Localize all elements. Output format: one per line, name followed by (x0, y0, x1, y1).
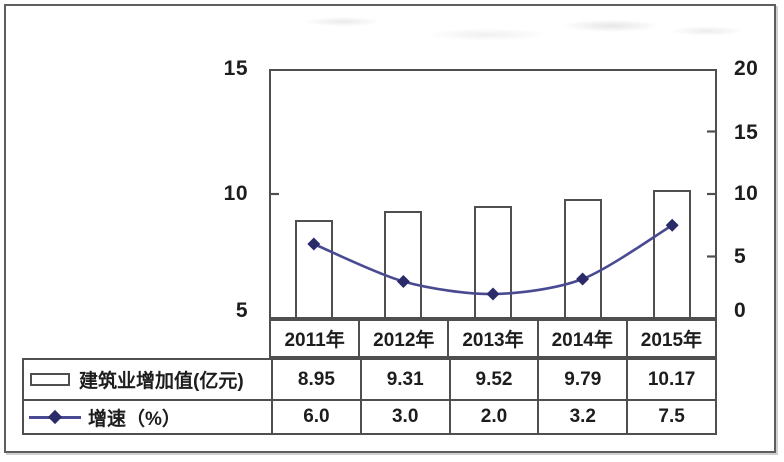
right-axis-tick-label: 0 (734, 299, 747, 322)
bar-2011年 (294, 220, 333, 319)
value-cell: 9.79 (537, 360, 626, 399)
year-cell: 2014年 (536, 321, 626, 356)
year-header-row: 2011年 2012年 2013年 2014年 2015年 (269, 319, 717, 358)
year-cell: 2011年 (284, 330, 345, 351)
bar-2014年 (563, 199, 602, 319)
bar-2015年 (653, 189, 692, 319)
left-axis-tick-label: 15 (223, 57, 248, 80)
value-cell: 3.2 (537, 401, 626, 433)
right-axis-tick-label: 20 (734, 57, 759, 80)
bar-swatch-icon (30, 373, 70, 386)
right-axis-tick-label: 10 (734, 182, 759, 205)
line-marker-icon (307, 237, 321, 251)
right-axis-tick-label: 15 (734, 120, 759, 144)
legend-label: 建筑业增加值(亿元) (79, 371, 244, 392)
left-axis-tick-label: 10 (223, 182, 248, 205)
growth-line-layer (271, 130, 715, 301)
year-cell: 2012年 (358, 321, 447, 356)
line-marker-icon (486, 287, 500, 301)
outer-frame (4, 4, 776, 453)
legend-cell: 建筑业增加值(亿元) (24, 360, 271, 399)
table-row: 建筑业增加值(亿元) 8.95 9.31 9.52 9.79 10.17 (24, 360, 715, 399)
value-cell: 9.52 (448, 360, 538, 399)
value-cell: 2.0 (448, 401, 538, 433)
line-marker-icon (665, 218, 679, 232)
legend-label: 增速（%） (88, 408, 181, 430)
value-cell: 10.17 (626, 360, 715, 399)
value-cell: 7.5 (626, 401, 715, 433)
year-cell: 2013年 (447, 321, 536, 356)
legend-cell: 增速（%） (24, 401, 271, 433)
table-row: 增速（%） 6.0 3.0 2.0 3.2 7.5 (24, 399, 715, 433)
line-swatch-diamond (47, 409, 63, 425)
line-marker-icon (396, 275, 410, 288)
value-cell: 3.0 (359, 401, 449, 433)
left-axis-tick-label: 5 (235, 299, 248, 322)
data-table: 建筑业增加值(亿元) 8.95 9.31 9.52 9.79 10.17 增速（%） 6.0 3… (22, 358, 717, 435)
line-marker-icon (29, 409, 81, 425)
plot-border (269, 69, 717, 319)
line-marker-icon (576, 272, 590, 286)
value-cell: 8.95 (271, 360, 360, 399)
year-cell: 2015年 (625, 321, 715, 356)
right-axis-tick-label: 5 (734, 244, 747, 268)
value-cell: 9.31 (359, 360, 449, 399)
plot-area (269, 69, 717, 319)
value-cell: 6.0 (271, 401, 360, 433)
